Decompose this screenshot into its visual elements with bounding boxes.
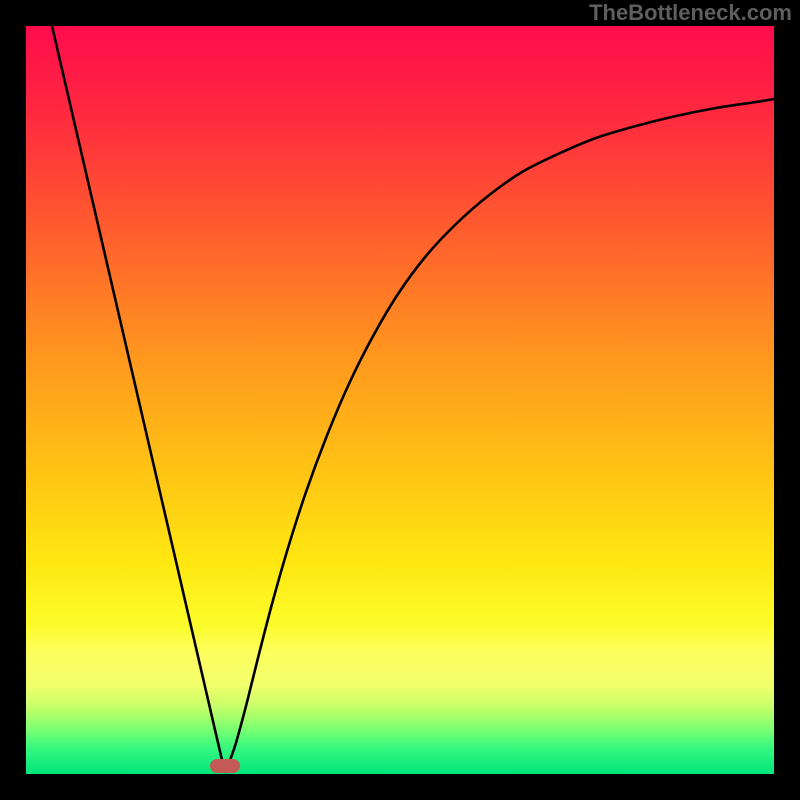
chart-container: TheBottleneck.com [0, 0, 800, 800]
chart-border [0, 0, 800, 800]
watermark-text: TheBottleneck.com [589, 0, 792, 26]
